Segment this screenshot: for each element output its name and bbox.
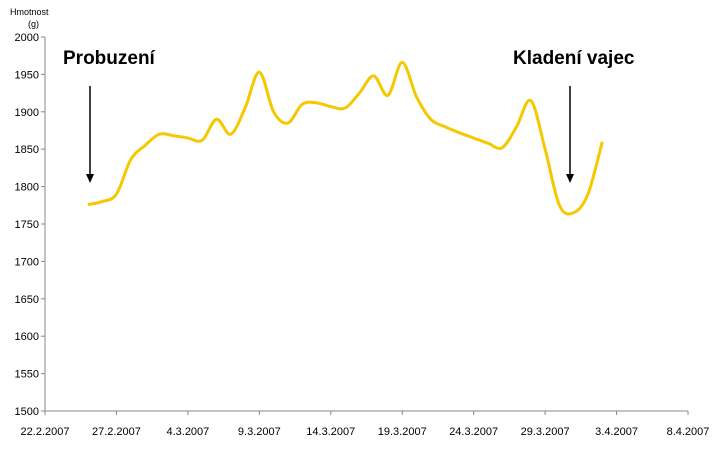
y-tick-label: 1850	[15, 144, 39, 156]
x-tick-label: 22.2.2007	[21, 426, 70, 438]
x-tick-label: 4.3.2007	[166, 426, 209, 438]
x-tick-label: 24.3.2007	[449, 426, 498, 438]
annotation: Probuzení	[63, 48, 156, 69]
y-tick-label: 1550	[15, 369, 39, 381]
y-tick-label: 1900	[15, 107, 39, 119]
y-tick-label: 1800	[15, 182, 39, 194]
y-tick-label: 1600	[15, 331, 39, 343]
arrow-head	[566, 174, 574, 183]
x-tick-label: 3.4.2007	[595, 426, 638, 438]
y-tick-label: 1650	[15, 294, 39, 306]
data-line	[87, 60, 604, 216]
arrow-head	[86, 174, 94, 183]
y-tick-label: 2000	[15, 32, 39, 44]
x-tick-label: 14.3.2007	[306, 426, 355, 438]
x-tick-label: 29.3.2007	[521, 426, 570, 438]
x-tick-label: 8.4.2007	[667, 426, 710, 438]
y-tick-label: 1750	[15, 219, 39, 231]
y-tick-label: 1700	[15, 256, 39, 268]
annotation-arrow	[86, 86, 574, 183]
y-tick-label: 1500	[15, 406, 39, 418]
x-tick-label: 9.3.2007	[238, 426, 281, 438]
y-tick-label: 1950	[15, 69, 39, 81]
x-tick-label: 27.2.2007	[92, 426, 141, 438]
annotation: Kladení vajec	[513, 48, 635, 69]
x-tick-label: 19.3.2007	[378, 426, 427, 438]
y-axis-label: (g)	[28, 19, 39, 29]
y-axis-label: Hmotnost	[10, 7, 49, 17]
